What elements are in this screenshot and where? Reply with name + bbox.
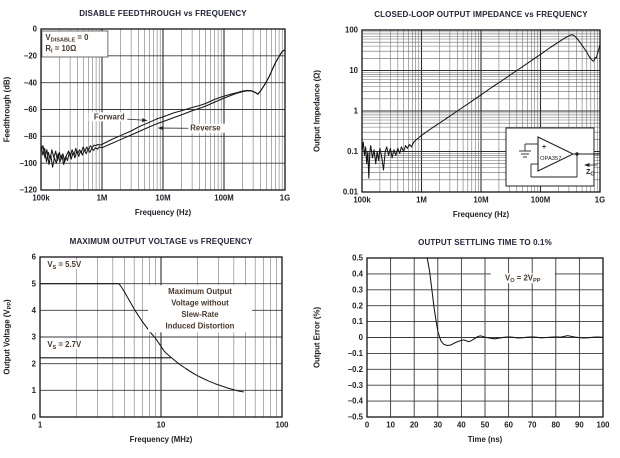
svg-text:20: 20 (410, 421, 419, 430)
svg-text:80: 80 (551, 421, 560, 430)
svg-text:0.5: 0.5 (352, 254, 364, 263)
svg-text:Frequency (Hz): Frequency (Hz) (453, 210, 510, 219)
svg-text:Output Voltage (VPP): Output Voltage (VPP) (3, 299, 14, 375)
svg-text:Output Impedance (Ω): Output Impedance (Ω) (313, 70, 322, 152)
svg-text:+: + (542, 144, 546, 151)
svg-text:VO = 2VPP: VO = 2VPP (505, 273, 541, 284)
svg-text:−100: −100 (19, 159, 37, 168)
svg-text:100k: 100k (32, 194, 50, 203)
svg-text:0.01: 0.01 (343, 188, 359, 197)
svg-text:100M: 100M (531, 196, 551, 205)
svg-text:0.4: 0.4 (352, 270, 364, 279)
svg-text:0: 0 (365, 421, 370, 430)
svg-text:4: 4 (32, 306, 37, 315)
svg-text:90: 90 (575, 421, 584, 430)
svg-text:10: 10 (386, 421, 395, 430)
svg-text:0.1: 0.1 (347, 147, 359, 156)
svg-text:1M: 1M (97, 194, 108, 203)
svg-text:Maximum Output: Maximum Output (168, 287, 232, 296)
svg-text:VS = 2.7V: VS = 2.7V (47, 340, 82, 351)
svg-text:Reverse: Reverse (190, 124, 221, 133)
svg-text:MAXIMUM OUTPUT VOLTAGE vs FREQ: MAXIMUM OUTPUT VOLTAGE vs FREQUENCY (70, 237, 253, 246)
maximum-output-voltage-plot: VS = 5.5V VS = 2.7V Maximum Output Voltage … (3, 237, 290, 444)
svg-text:100k: 100k (353, 196, 371, 205)
svg-text:0.2: 0.2 (352, 301, 364, 310)
svg-text:CLOSED-LOOP OUTPUT IMPEDANCE v: CLOSED-LOOP OUTPUT IMPEDANCE vs FREQUENC… (374, 10, 588, 19)
chart-output-settling-time: VO = 2VPP OUTPUT SETTLING TIME TO 0.1% 0 10… (310, 229, 620, 458)
svg-text:VDISABLE = 0: VDISABLE = 0 (45, 33, 89, 44)
svg-text:ZO: ZO (586, 167, 594, 178)
svg-text:−0.5: −0.5 (348, 413, 364, 422)
svg-text:Forward: Forward (94, 112, 125, 121)
svg-text:VS = 5.5V: VS = 5.5V (47, 260, 82, 271)
svg-text:0: 0 (359, 333, 364, 342)
svg-text:10M: 10M (155, 194, 170, 203)
svg-text:−80: −80 (24, 132, 38, 141)
chart-disable-feedthrough: VDISABLE = 0 RI = 10Ω Forward Reverse DISABL… (0, 0, 310, 229)
svg-text:0: 0 (32, 413, 37, 422)
svg-text:1G: 1G (280, 194, 290, 203)
svg-text:0.3: 0.3 (352, 285, 364, 294)
svg-text:50: 50 (481, 421, 490, 430)
output-settling-time-plot: VO = 2VPP OUTPUT SETTLING TIME TO 0.1% 0 10… (313, 238, 611, 444)
chart-maximum-output-voltage: VS = 5.5V VS = 2.7V Maximum Output Voltage … (0, 229, 310, 458)
svg-text:10: 10 (157, 421, 166, 430)
svg-text:−0.2: −0.2 (348, 365, 364, 374)
svg-text:1G: 1G (595, 196, 605, 205)
svg-text:−20: −20 (24, 51, 38, 60)
svg-text:−60: −60 (24, 105, 38, 114)
svg-text:Output Error (%): Output Error (%) (313, 307, 322, 368)
svg-text:100: 100 (345, 26, 359, 35)
svg-text:10M: 10M (473, 196, 488, 205)
svg-text:1M: 1M (416, 196, 427, 205)
svg-text:0: 0 (33, 25, 38, 34)
svg-text:Time (ns): Time (ns) (468, 435, 503, 444)
svg-text:−0.1: −0.1 (348, 349, 364, 358)
svg-text:Frequency (Hz): Frequency (Hz) (135, 208, 192, 217)
svg-text:5: 5 (32, 279, 37, 288)
svg-text:60: 60 (504, 421, 513, 430)
svg-text:10: 10 (349, 66, 358, 75)
svg-text:RI = 10Ω: RI = 10Ω (45, 44, 76, 55)
closed-loop-output-impedance-plot: + OPA357 ZO CLOSED-LOOP OUTPUT IMPEDANCE vs… (313, 10, 606, 219)
svg-text:6: 6 (32, 253, 37, 262)
disable-feedthrough-plot: VDISABLE = 0RI = 10Ω Forward Reverse DISABL… (3, 9, 291, 217)
svg-text:40: 40 (457, 421, 466, 430)
svg-text:2: 2 (32, 359, 37, 368)
svg-text:1: 1 (354, 107, 359, 116)
svg-text:100M: 100M (214, 194, 234, 203)
svg-text:100: 100 (275, 421, 289, 430)
svg-text:−0.3: −0.3 (348, 381, 364, 390)
svg-text:70: 70 (528, 421, 537, 430)
svg-text:OPA357: OPA357 (540, 156, 561, 162)
svg-text:1: 1 (38, 421, 43, 430)
svg-text:100: 100 (596, 421, 610, 430)
svg-text:DISABLE FEEDTHROUGH vs FREQUEN: DISABLE FEEDTHROUGH vs FREQUENCY (79, 9, 247, 18)
svg-text:Slew-Rate: Slew-Rate (181, 310, 219, 319)
svg-text:3: 3 (32, 333, 37, 342)
svg-text:1: 1 (32, 386, 37, 395)
svg-text:30: 30 (433, 421, 442, 430)
svg-text:OUTPUT SETTLING TIME TO 0.1%: OUTPUT SETTLING TIME TO 0.1% (418, 238, 552, 247)
chart-closed-loop-output-impedance: + OPA357 ZO CLOSED-LOOP OUTPUT IMPEDANCE vs… (310, 0, 620, 229)
svg-text:Induced Distortion: Induced Distortion (166, 321, 235, 330)
svg-text:−120: −120 (19, 186, 37, 195)
svg-text:−0.4: −0.4 (348, 397, 364, 406)
svg-text:Frequency (MHz): Frequency (MHz) (130, 435, 193, 444)
svg-text:Feedthrough (dB): Feedthrough (dB) (3, 76, 12, 142)
svg-text:0.1: 0.1 (352, 317, 364, 326)
svg-text:−40: −40 (24, 78, 38, 87)
svg-text:Voltage without: Voltage without (171, 298, 229, 307)
